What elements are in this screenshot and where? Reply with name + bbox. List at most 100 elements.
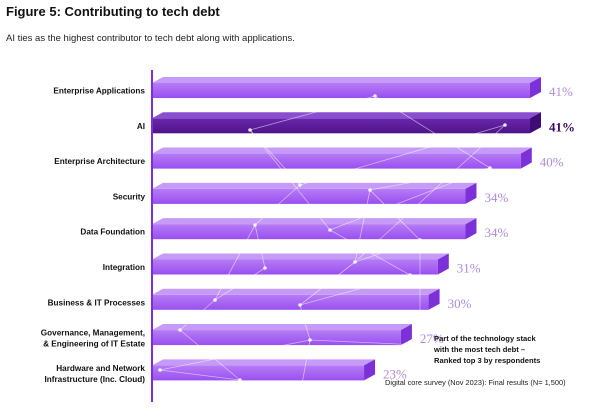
decorative-line [159, 339, 311, 371]
bar [152, 182, 477, 204]
decorative-line [179, 329, 241, 381]
decorative-node [238, 378, 242, 382]
value-label: 30% [448, 296, 472, 311]
bar-top-face [152, 182, 477, 189]
decorative-line [309, 339, 421, 346]
decorative-line [214, 224, 256, 301]
value-label: 23% [383, 366, 407, 381]
bar-side-face [437, 253, 449, 275]
decorative-node [418, 343, 422, 347]
decorative-line [299, 124, 506, 186]
bar-side-face [530, 76, 541, 98]
decorative-line [214, 267, 266, 301]
category-label: Business & IT Processes [48, 298, 146, 307]
decorative-line [369, 189, 421, 241]
category-label-line: Governance, Management, [41, 329, 145, 338]
value-label: 31% [457, 261, 481, 276]
value-label: 40% [540, 155, 564, 170]
category-label: Governance, Management, & Engineering of … [41, 329, 146, 349]
decorative-line [329, 229, 411, 276]
decorative-node [263, 266, 267, 270]
bar [152, 147, 532, 169]
decorative-line [299, 261, 356, 306]
decorative-node [503, 123, 507, 127]
category-label-line: Hardware and Network [56, 364, 145, 373]
decorative-node [328, 228, 332, 232]
bar-top-face [152, 218, 477, 225]
decorative-node [298, 393, 302, 397]
bar [152, 112, 541, 134]
figure-subtitle: AI ties as the highest contributor to te… [6, 33, 295, 44]
labels-layer: 41% Enterprise Applications 41% AI 40% Enterp… [41, 84, 575, 384]
category-label-line: Integration [103, 263, 145, 272]
decorative-line [354, 124, 506, 263]
category-label: AI [137, 122, 145, 131]
decorative-node [408, 273, 412, 277]
bar-front-face [152, 259, 438, 275]
bar-side-face [400, 324, 412, 346]
category-label: Hardware and Network Infrastructure (Inc.… [44, 364, 145, 384]
decorative-line [354, 189, 371, 263]
decorative-node [213, 298, 217, 302]
decorative-line [354, 239, 421, 263]
decorative-node [178, 328, 182, 332]
decorative-line [329, 167, 491, 231]
bar-side-face [520, 147, 532, 169]
decorative-node [253, 223, 257, 227]
bar-front-face [152, 365, 365, 381]
bar-front-face [152, 294, 429, 310]
value-label: 34% [484, 225, 508, 240]
category-label-line: AI [137, 122, 145, 131]
category-label-line: Infrastructure (Inc. Cloud) [44, 375, 145, 384]
bar-front-face [152, 188, 466, 204]
bar [152, 359, 376, 381]
bar [152, 218, 477, 240]
decorative-lines [158, 94, 507, 397]
decorative-node [373, 94, 377, 98]
category-label: Integration [103, 263, 145, 272]
bar-side-face [465, 182, 477, 204]
bar [152, 76, 541, 98]
decorative-line [254, 224, 266, 269]
bar-side-face [428, 288, 440, 310]
chart-note: Part of the technology stack with the mo… [434, 333, 584, 366]
source-note: Digital core survey (Nov 2023): Final re… [385, 378, 566, 387]
bar-side-face [530, 112, 541, 134]
decorative-line [249, 129, 301, 186]
category-label: Data Foundation [80, 228, 145, 237]
figure-title: Figure 5: Contributing to tech debt [6, 4, 220, 19]
decorative-node [368, 188, 372, 192]
bar-front-face [152, 83, 530, 98]
decorative-line [299, 304, 311, 341]
value-label: 41% [549, 119, 575, 134]
decorative-node [488, 166, 492, 170]
bar-top-face [152, 288, 440, 295]
bar-top-face [152, 253, 449, 260]
value-label: 41% [549, 84, 573, 99]
decorative-node [353, 260, 357, 264]
bar-side-face [465, 218, 477, 240]
decorative-node [158, 368, 162, 372]
bar [152, 324, 412, 346]
category-label-line: Business & IT Processes [48, 298, 146, 307]
bar-top-face [152, 359, 376, 366]
decorative-line [369, 167, 491, 191]
decorative-node [308, 338, 312, 342]
category-label: Enterprise Architecture [54, 157, 145, 166]
bar-front-face [152, 153, 521, 169]
category-label-line: & Engineering of IT Estate [43, 340, 145, 349]
decorative-node [418, 238, 422, 242]
decorative-line [254, 184, 301, 226]
note-line: with the most tech debt – [434, 345, 526, 354]
decorative-line [249, 129, 331, 231]
value-label: 27% [420, 331, 444, 346]
bar-top-face [152, 112, 541, 119]
decorative-node [298, 303, 302, 307]
bars-layer [152, 76, 541, 381]
bar [152, 253, 449, 275]
decorative-line [179, 299, 216, 331]
decorative-node [248, 128, 252, 132]
decorative-line [159, 369, 241, 381]
decorative-line [249, 95, 376, 131]
